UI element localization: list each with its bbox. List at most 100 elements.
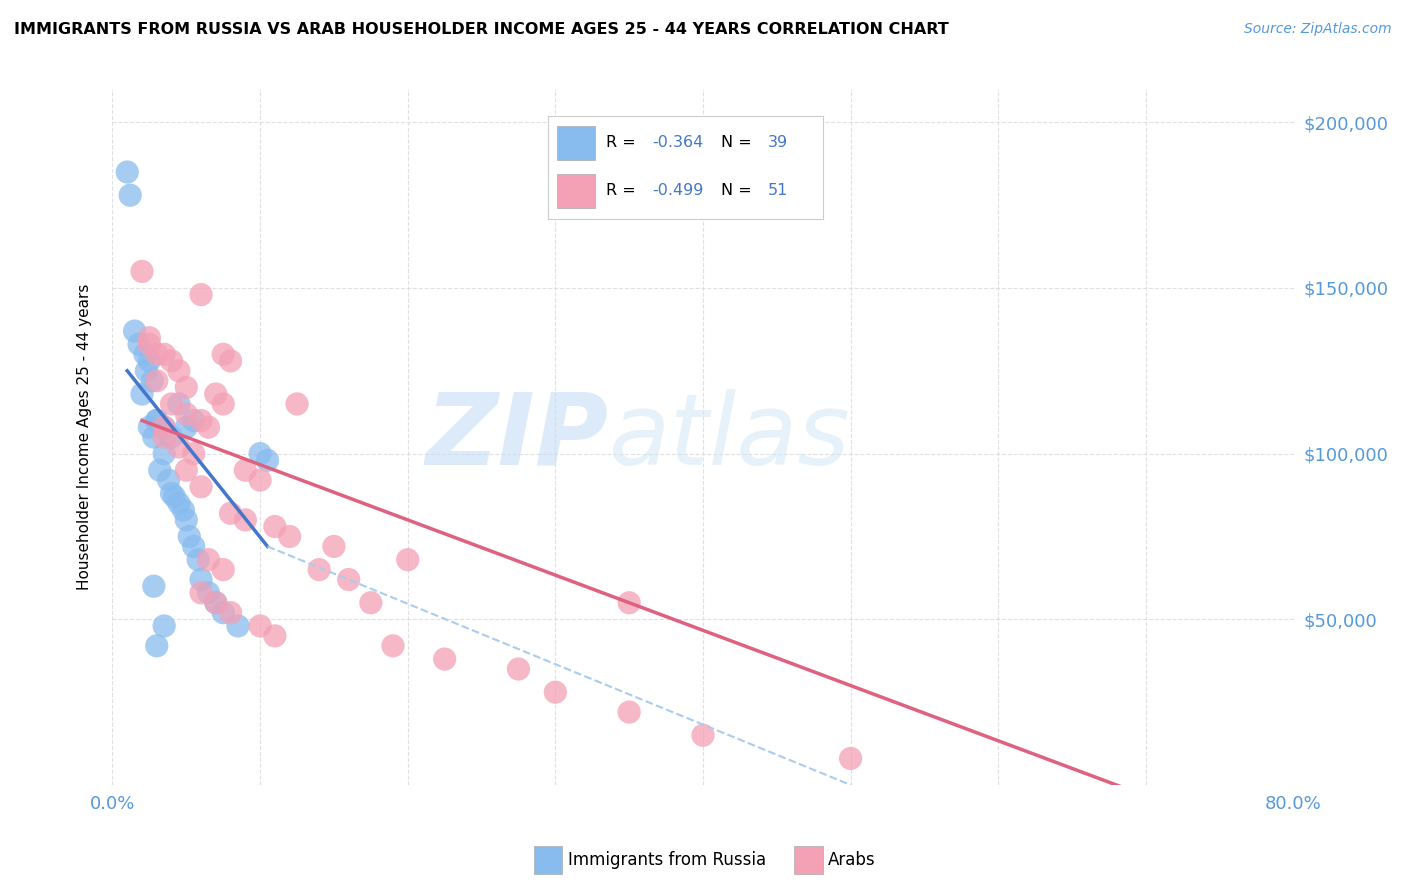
Point	[138, 354, 160, 368]
Point	[167, 496, 190, 510]
Point	[205, 387, 228, 401]
Point	[219, 506, 242, 520]
Point	[190, 413, 212, 427]
Point	[153, 447, 176, 461]
Point	[138, 331, 160, 345]
Point	[167, 440, 190, 454]
Point	[187, 552, 209, 566]
Point	[183, 540, 205, 554]
Point	[205, 596, 228, 610]
Point	[190, 586, 212, 600]
Point	[233, 463, 256, 477]
Point	[256, 453, 278, 467]
Point	[172, 503, 194, 517]
Point	[249, 473, 271, 487]
Point	[174, 420, 197, 434]
Text: atlas: atlas	[609, 389, 851, 485]
Point	[233, 513, 256, 527]
Point	[157, 473, 180, 487]
Point	[197, 552, 219, 566]
Text: R =: R =	[606, 135, 641, 150]
Point	[160, 397, 183, 411]
Point	[146, 374, 169, 388]
Point	[396, 552, 419, 566]
Point	[160, 430, 183, 444]
Text: ZIP: ZIP	[426, 389, 609, 485]
Point	[146, 639, 169, 653]
Point	[226, 619, 249, 633]
Text: R =: R =	[606, 184, 641, 198]
Text: N =: N =	[721, 184, 756, 198]
Point	[153, 347, 176, 361]
Point	[138, 420, 160, 434]
Text: IMMIGRANTS FROM RUSSIA VS ARAB HOUSEHOLDER INCOME AGES 25 - 44 YEARS CORRELATION: IMMIGRANTS FROM RUSSIA VS ARAB HOUSEHOLD…	[14, 22, 949, 37]
Point	[167, 397, 190, 411]
Point	[285, 397, 308, 411]
Text: 51: 51	[768, 184, 787, 198]
Point	[190, 480, 212, 494]
Point	[160, 354, 183, 368]
Point	[249, 447, 271, 461]
Point	[212, 563, 235, 577]
Text: N =: N =	[721, 135, 756, 150]
Point	[308, 563, 330, 577]
Point	[508, 662, 530, 676]
Point	[544, 685, 567, 699]
Point	[190, 287, 212, 301]
Point	[249, 619, 271, 633]
Point	[160, 486, 183, 500]
Point	[205, 596, 228, 610]
Point	[153, 420, 176, 434]
Point	[146, 347, 169, 361]
Point	[134, 347, 156, 361]
Point	[219, 354, 242, 368]
Point	[131, 387, 153, 401]
Text: -0.364: -0.364	[652, 135, 704, 150]
Point	[219, 606, 242, 620]
Point	[183, 447, 205, 461]
Point	[619, 705, 641, 719]
Point	[138, 337, 160, 351]
Point	[135, 364, 157, 378]
Point	[360, 596, 382, 610]
Point	[197, 586, 219, 600]
FancyBboxPatch shape	[557, 127, 595, 160]
Point	[190, 573, 212, 587]
Point	[128, 337, 150, 351]
Point	[142, 430, 165, 444]
Point	[619, 596, 641, 610]
Point	[142, 579, 165, 593]
Point	[174, 463, 197, 477]
Point	[337, 573, 360, 587]
Point	[131, 264, 153, 278]
Point	[163, 490, 186, 504]
Point	[153, 430, 176, 444]
Point	[149, 463, 172, 477]
Text: Immigrants from Russia: Immigrants from Russia	[568, 851, 766, 869]
Point	[167, 364, 190, 378]
Point	[839, 751, 862, 765]
Text: 39: 39	[768, 135, 787, 150]
Text: -0.499: -0.499	[652, 184, 704, 198]
FancyBboxPatch shape	[557, 175, 595, 208]
Point	[382, 639, 405, 653]
Point	[692, 728, 714, 742]
Point	[120, 188, 142, 202]
Point	[117, 165, 138, 179]
Point	[278, 529, 301, 543]
Point	[174, 407, 197, 421]
Point	[197, 420, 219, 434]
Text: Source: ZipAtlas.com: Source: ZipAtlas.com	[1244, 22, 1392, 37]
Point	[323, 540, 346, 554]
Point	[124, 324, 146, 338]
Point	[433, 652, 456, 666]
Point	[146, 413, 169, 427]
Point	[174, 513, 197, 527]
Point	[264, 629, 287, 643]
Point	[179, 529, 201, 543]
Point	[153, 619, 176, 633]
Text: Arabs: Arabs	[828, 851, 876, 869]
Point	[153, 420, 176, 434]
Y-axis label: Householder Income Ages 25 - 44 years: Householder Income Ages 25 - 44 years	[77, 284, 91, 591]
Point	[183, 413, 205, 427]
